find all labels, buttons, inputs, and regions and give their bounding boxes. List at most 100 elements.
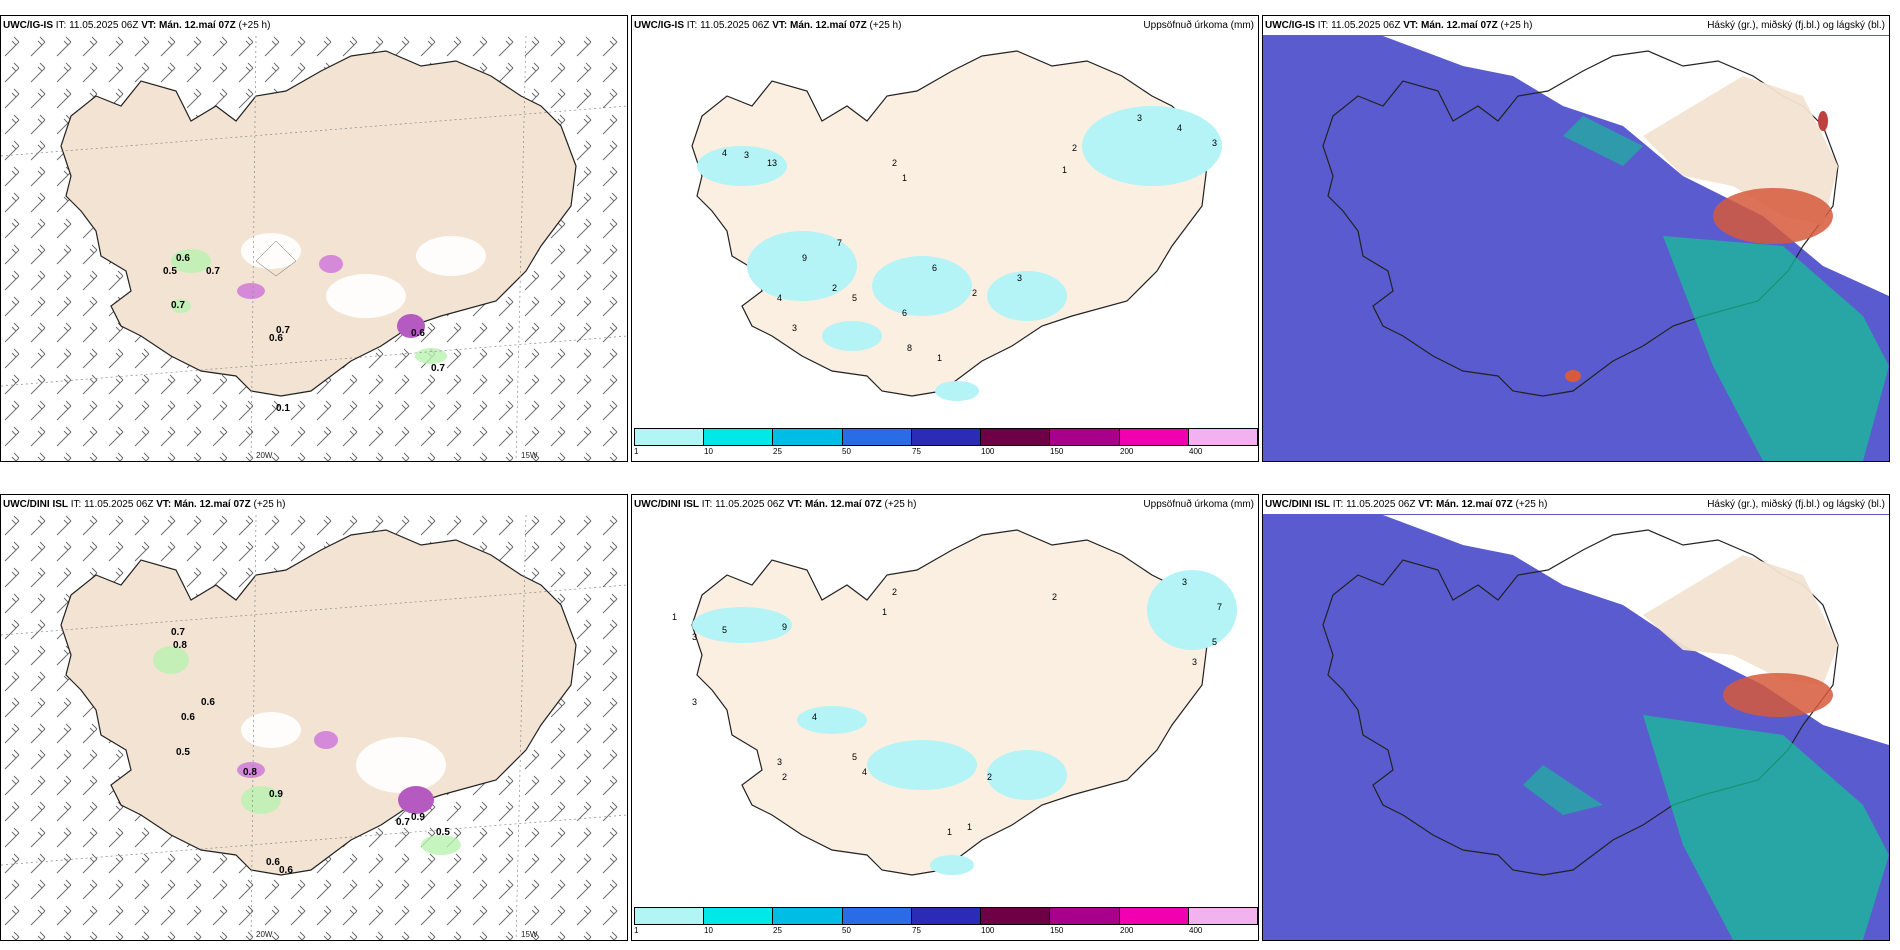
value-label: 4 (722, 148, 727, 158)
panel-precip-igis: UWC/IG-IS IT: 11.05.2025 06Z VT: Mán. 12… (631, 15, 1259, 462)
legend-ticks: 1 10 25 50 75 100 150 200 400 (634, 447, 1258, 459)
panel-header: UWC/DINI ISL IT: 11.05.2025 06Z VT: Mán.… (1263, 495, 1889, 514)
cloud-map[interactable] (1263, 515, 1889, 940)
value-label: 0.1 (276, 403, 290, 414)
legend-tick: 150 (1050, 926, 1064, 935)
legend-ticks: 1 10 25 50 75 100 150 200 400 (634, 926, 1258, 938)
value-label: 0.7 (206, 266, 220, 277)
value-label: 3 (1182, 577, 1187, 587)
legend-swatch (635, 429, 705, 445)
value-label: 0.6 (279, 865, 293, 876)
value-label: 3 (692, 697, 697, 707)
panel-wind-igis: UWC/IG-IS IT: 11.05.2025 06Z VT: Mán. 12… (0, 15, 628, 462)
value-label: 0.6 (181, 712, 195, 723)
legend-tick: 200 (1120, 926, 1134, 935)
legend-tick: 1 (634, 926, 639, 935)
value-label: 1 (967, 822, 972, 832)
wind-map[interactable]: 0.6 0.5 0.7 0.7 0.7 0.6 0.6 0.7 0.1 20W (1, 36, 627, 461)
iceland-outline (60, 50, 577, 397)
panel-title: Háský (gr.), miðský (fj.bl.) og lágský (… (1707, 20, 1885, 31)
legend-swatch (1119, 429, 1189, 445)
value-label: 0.6 (201, 697, 215, 708)
panel-header: UWC/DINI ISL IT: 11.05.2025 06Z VT: Mán.… (3, 499, 286, 510)
value-label: 0.7 (431, 363, 445, 374)
panel-header: UWC/IG-IS IT: 11.05.2025 06Z VT: Mán. 12… (1263, 16, 1889, 35)
value-label: 4 (812, 712, 817, 722)
cloud-map[interactable] (1263, 36, 1889, 461)
value-label: 2 (892, 587, 897, 597)
value-label: 3 (1212, 138, 1217, 148)
legend-tick: 25 (773, 447, 782, 456)
value-label: 0.5 (163, 266, 177, 277)
value-label: 2 (832, 283, 837, 293)
lon-label-20w: 20W (256, 451, 273, 460)
legend-tick: 25 (773, 926, 782, 935)
value-label: 0.6 (266, 857, 280, 868)
value-label: 9 (782, 622, 787, 632)
value-label: 0.6 (176, 253, 190, 264)
legend-swatch (773, 908, 843, 924)
legend-swatch (1050, 429, 1120, 445)
panel-title: Uppsöfnuð úrkoma (mm) (1143, 499, 1254, 510)
value-label: 0.7 (396, 817, 410, 828)
value-label: 3 (1192, 657, 1197, 667)
lon-label-15w: 15W (521, 930, 538, 939)
wind-map[interactable]: 0.7 0.8 0.6 0.6 0.5 0.8 0.9 0.9 0.7 0.6 … (1, 515, 627, 940)
value-label: 0.9 (269, 789, 283, 800)
legend-tick: 50 (842, 926, 851, 935)
value-label: 8 (907, 343, 912, 353)
value-label: 3 (744, 150, 749, 160)
value-label: 0.7 (276, 325, 290, 336)
lon-label-15w: 15W (521, 451, 538, 460)
value-label: 7 (1217, 602, 1222, 612)
value-label: 0.8 (243, 767, 257, 778)
value-label: 3 (792, 323, 797, 333)
value-label: 0.5 (436, 827, 450, 838)
precip-map[interactable]: 3 4 13 2 1 7 9 6 4 2 5 3 8 6 2 3 1 3 4 2… (632, 36, 1258, 436)
value-label: 3 (692, 632, 697, 642)
value-label: 2 (987, 772, 992, 782)
legend-swatch (842, 908, 912, 924)
value-label: 2 (782, 772, 787, 782)
legend-tick: 400 (1189, 447, 1203, 456)
panel-title: Uppsöfnuð úrkoma (mm) (1143, 20, 1254, 31)
value-label: 5 (852, 293, 857, 303)
value-label: 13 (767, 158, 777, 168)
legend-swatch (704, 908, 774, 924)
legend-swatch (981, 908, 1051, 924)
legend-tick: 100 (981, 926, 995, 935)
value-label: 9 (802, 253, 807, 263)
value-label: 2 (1052, 592, 1057, 602)
value-label: 0.6 (411, 328, 425, 339)
value-label: 1 (882, 607, 887, 617)
panel-header: UWC/DINI ISL IT: 11.05.2025 06Z VT: Mán.… (634, 499, 917, 510)
legend-tick: 75 (912, 926, 921, 935)
value-label: 1 (672, 612, 677, 622)
value-label: 2 (972, 288, 977, 298)
lon-label-20w: 20W (256, 930, 273, 939)
panel-header: UWC/IG-IS IT: 11.05.2025 06Z VT: Mán. 12… (3, 20, 271, 31)
panel-clouds-igis: UWC/IG-IS IT: 11.05.2025 06Z VT: Mán. 12… (1262, 15, 1890, 462)
legend-swatch (842, 429, 912, 445)
value-label: 0.7 (171, 627, 185, 638)
legend-swatch (1119, 908, 1189, 924)
legend-swatch (773, 429, 843, 445)
legend-swatch (1188, 429, 1257, 445)
value-label: 0.7 (171, 300, 185, 311)
value-label: 5 (1212, 637, 1217, 647)
legend-tick: 200 (1120, 447, 1134, 456)
legend-swatch (1050, 908, 1120, 924)
value-label: 1 (947, 827, 952, 837)
value-label: 0.9 (411, 812, 425, 823)
panel-wind-dini: UWC/DINI ISL IT: 11.05.2025 06Z VT: Mán.… (0, 494, 628, 941)
value-label: 3 (1137, 113, 1142, 123)
precip-map[interactable]: 1 3 5 9 4 2 1 3 2 5 4 3 1 2 3 7 5 3 2 1 (632, 515, 1258, 915)
value-label: 6 (902, 308, 907, 318)
precip-color-legend (634, 428, 1258, 446)
value-label: 5 (852, 752, 857, 762)
legend-tick: 10 (704, 926, 713, 935)
value-label: 1 (902, 173, 907, 183)
value-label: 1 (1062, 165, 1067, 175)
iceland-outline (691, 50, 1208, 397)
value-label: 4 (862, 767, 867, 777)
